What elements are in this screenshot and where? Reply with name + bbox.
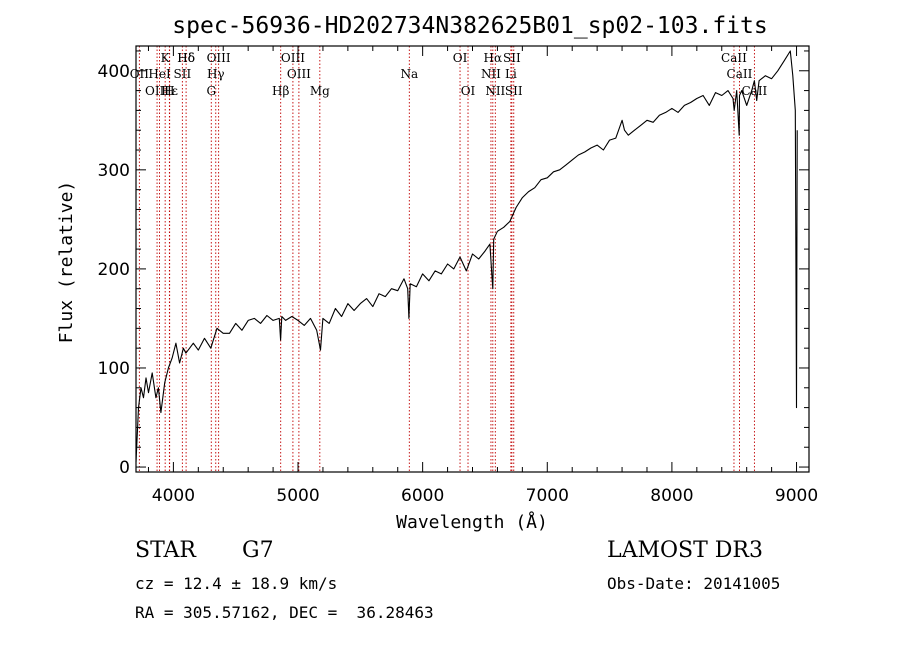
x-tick-label: 8000 [650,486,693,506]
spectrum-series [135,50,798,463]
survey-name: LAMOST DR3 [607,538,763,563]
observation-date: Obs-Date: 20141005 [607,574,781,593]
spectrum-line [135,50,798,463]
line-label: OI [453,51,468,65]
line-label: OIII [281,51,305,65]
y-tick-label: 300 [98,161,130,181]
line-label: NII [481,67,501,81]
line-label: SII [174,67,192,81]
emission-line-markers [138,46,755,472]
line-label: Hγ [207,67,225,81]
line-label: HeI [148,67,171,81]
coordinates: RA = 305.57162, DEC = 36.28463 [135,603,434,622]
x-tick-label: 7000 [526,486,569,506]
x-tick-label: 4000 [152,486,195,506]
y-tick-label: 400 [98,62,130,82]
x-tick-label: 5000 [276,486,319,506]
line-label: Na [400,67,418,81]
x-axis-label: Wavelength (Å) [396,511,548,533]
line-label: Li [505,67,517,81]
chart-title: spec-56936-HD202734N382625B01_sp02-103.f… [172,13,767,39]
line-label: H [164,84,174,98]
line-label: G [206,84,216,98]
line-label: Mg [310,84,330,98]
line-label: Hβ [272,84,289,98]
line-label: K [161,51,171,65]
x-tick-label: 6000 [401,486,444,506]
object-class: STAR [135,538,196,563]
y-tick-label: 200 [98,260,130,280]
plot-frame [135,45,810,473]
line-label: OII [130,67,150,81]
line-label: Hδ [177,51,195,65]
line-label: OIII [287,67,311,81]
object-subclass: G7 [242,538,274,563]
line-label: CaII [721,51,747,65]
y-tick-label: 100 [98,359,130,379]
line-label: SII [505,84,523,98]
x-tick-label: 9000 [775,486,818,506]
line-label: OIII [207,51,231,65]
y-axis-ticks: 0 100 200 300 400 [98,50,809,478]
x-axis-ticks: 4000 5000 6000 7000 8000 9000 [147,46,818,506]
line-label: Hε [161,84,178,98]
y-axis-label: Flux (relative) [56,181,77,344]
line-label: OI [461,84,476,98]
line-label: Hδ [177,51,195,65]
redshift-velocity: cz = 12.4 ± 18.9 km/s [135,574,338,593]
y-tick-label: 0 [119,458,130,478]
line-label: NII [485,84,505,98]
line-label: Hα [484,51,503,65]
line-label: SII [503,51,521,65]
line-label: OIII [145,84,169,98]
line-label: CaII [741,84,767,98]
line-label: CaII [727,67,753,81]
